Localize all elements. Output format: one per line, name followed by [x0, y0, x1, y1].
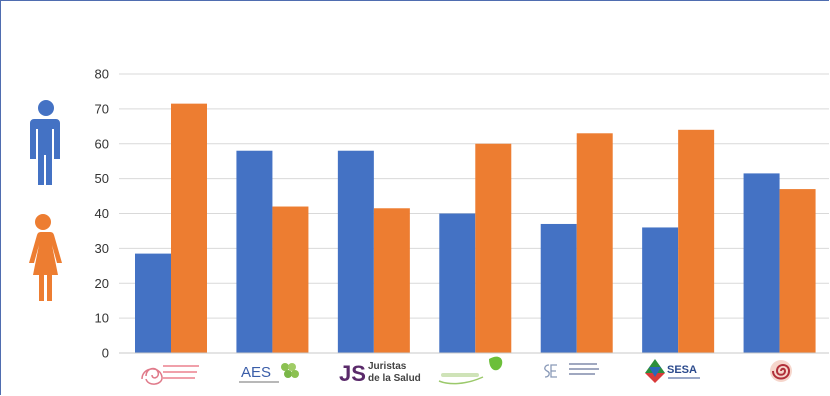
y-tick-label: 30 — [95, 241, 109, 256]
bar-man-3 — [439, 213, 476, 353]
y-tick-label: 70 — [95, 101, 109, 116]
y-tick-label: 40 — [95, 206, 109, 221]
bar-woman-5 — [678, 129, 715, 353]
bar-woman-6 — [779, 189, 816, 353]
juristas-logo-line2: de la Salud — [368, 373, 421, 384]
aes-logo-text: AES — [241, 364, 271, 381]
y-tick-label: 60 — [95, 136, 109, 151]
bar-woman-1 — [272, 206, 309, 353]
y-tick-label: 50 — [95, 171, 109, 186]
aes-logo-icon — [281, 363, 299, 378]
aes-logo: AES — [239, 363, 299, 383]
y-tick-label: 0 — [102, 346, 109, 361]
bars — [135, 103, 816, 353]
bar-man-6 — [743, 173, 780, 353]
sesa-logo-text: SESA — [667, 364, 697, 376]
y-tick-label: 80 — [95, 67, 109, 82]
bar-man-2 — [337, 150, 374, 353]
bar-woman-0 — [171, 103, 207, 353]
man-icon — [30, 100, 60, 185]
woman-icon — [29, 214, 62, 301]
juristas-logo-line1: Juristas — [368, 361, 407, 372]
sesa-logo: SESA — [645, 359, 700, 383]
y-axis-ticks: 0 10 20 30 40 50 60 70 80 — [95, 67, 109, 361]
bar-man-1 — [236, 150, 273, 353]
y-tick-label: 20 — [95, 276, 109, 291]
juristas-logo-icon: JS — [339, 361, 366, 386]
y-tick-label: 10 — [95, 311, 109, 326]
bar-woman-4 — [576, 133, 613, 353]
bar-woman-3 — [475, 143, 512, 353]
spiral-logo-icon — [770, 360, 792, 382]
bar-man-5 — [642, 227, 679, 353]
leaf-logo-icon — [438, 356, 503, 385]
bar-man-4 — [540, 223, 577, 353]
bar-woman-2 — [373, 208, 410, 353]
bar-man-0 — [135, 253, 171, 353]
juristas-logo: JS Juristas de la Salud — [339, 361, 421, 386]
asociacion-logo-icon — [141, 365, 199, 385]
se-logo-icon — [544, 363, 599, 378]
sesa-logo-icon — [645, 359, 665, 383]
